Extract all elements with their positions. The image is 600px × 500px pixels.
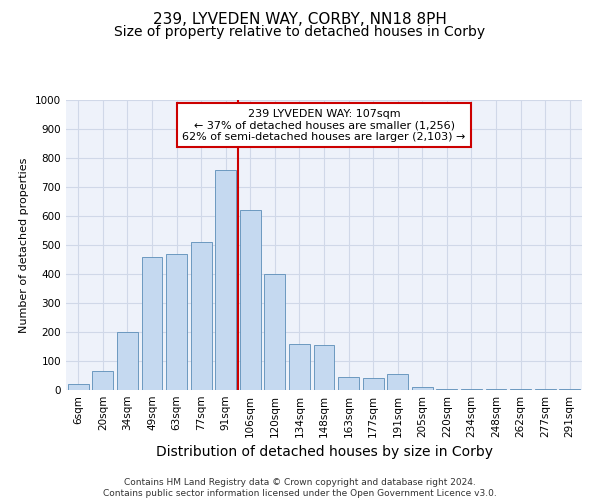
Bar [314, 345, 334, 390]
Bar [535, 388, 556, 390]
Text: Contains HM Land Registry data © Crown copyright and database right 2024.
Contai: Contains HM Land Registry data © Crown c… [103, 478, 497, 498]
Bar [117, 332, 138, 390]
Bar [461, 388, 482, 390]
Bar [68, 384, 89, 390]
Bar [436, 388, 457, 390]
Y-axis label: Number of detached properties: Number of detached properties [19, 158, 29, 332]
Bar [387, 374, 408, 390]
Bar [142, 256, 163, 390]
Bar [166, 254, 187, 390]
Text: Size of property relative to detached houses in Corby: Size of property relative to detached ho… [115, 25, 485, 39]
Bar [559, 388, 580, 390]
Bar [485, 388, 506, 390]
Bar [412, 387, 433, 390]
Bar [92, 371, 113, 390]
Text: 239 LYVEDEN WAY: 107sqm
← 37% of detached houses are smaller (1,256)
62% of semi: 239 LYVEDEN WAY: 107sqm ← 37% of detache… [182, 108, 466, 142]
Bar [265, 274, 286, 390]
Bar [289, 344, 310, 390]
Bar [510, 388, 531, 390]
Bar [191, 242, 212, 390]
X-axis label: Distribution of detached houses by size in Corby: Distribution of detached houses by size … [155, 446, 493, 460]
Bar [215, 170, 236, 390]
Bar [240, 210, 261, 390]
Bar [338, 377, 359, 390]
Text: 239, LYVEDEN WAY, CORBY, NN18 8PH: 239, LYVEDEN WAY, CORBY, NN18 8PH [153, 12, 447, 28]
Bar [362, 378, 383, 390]
